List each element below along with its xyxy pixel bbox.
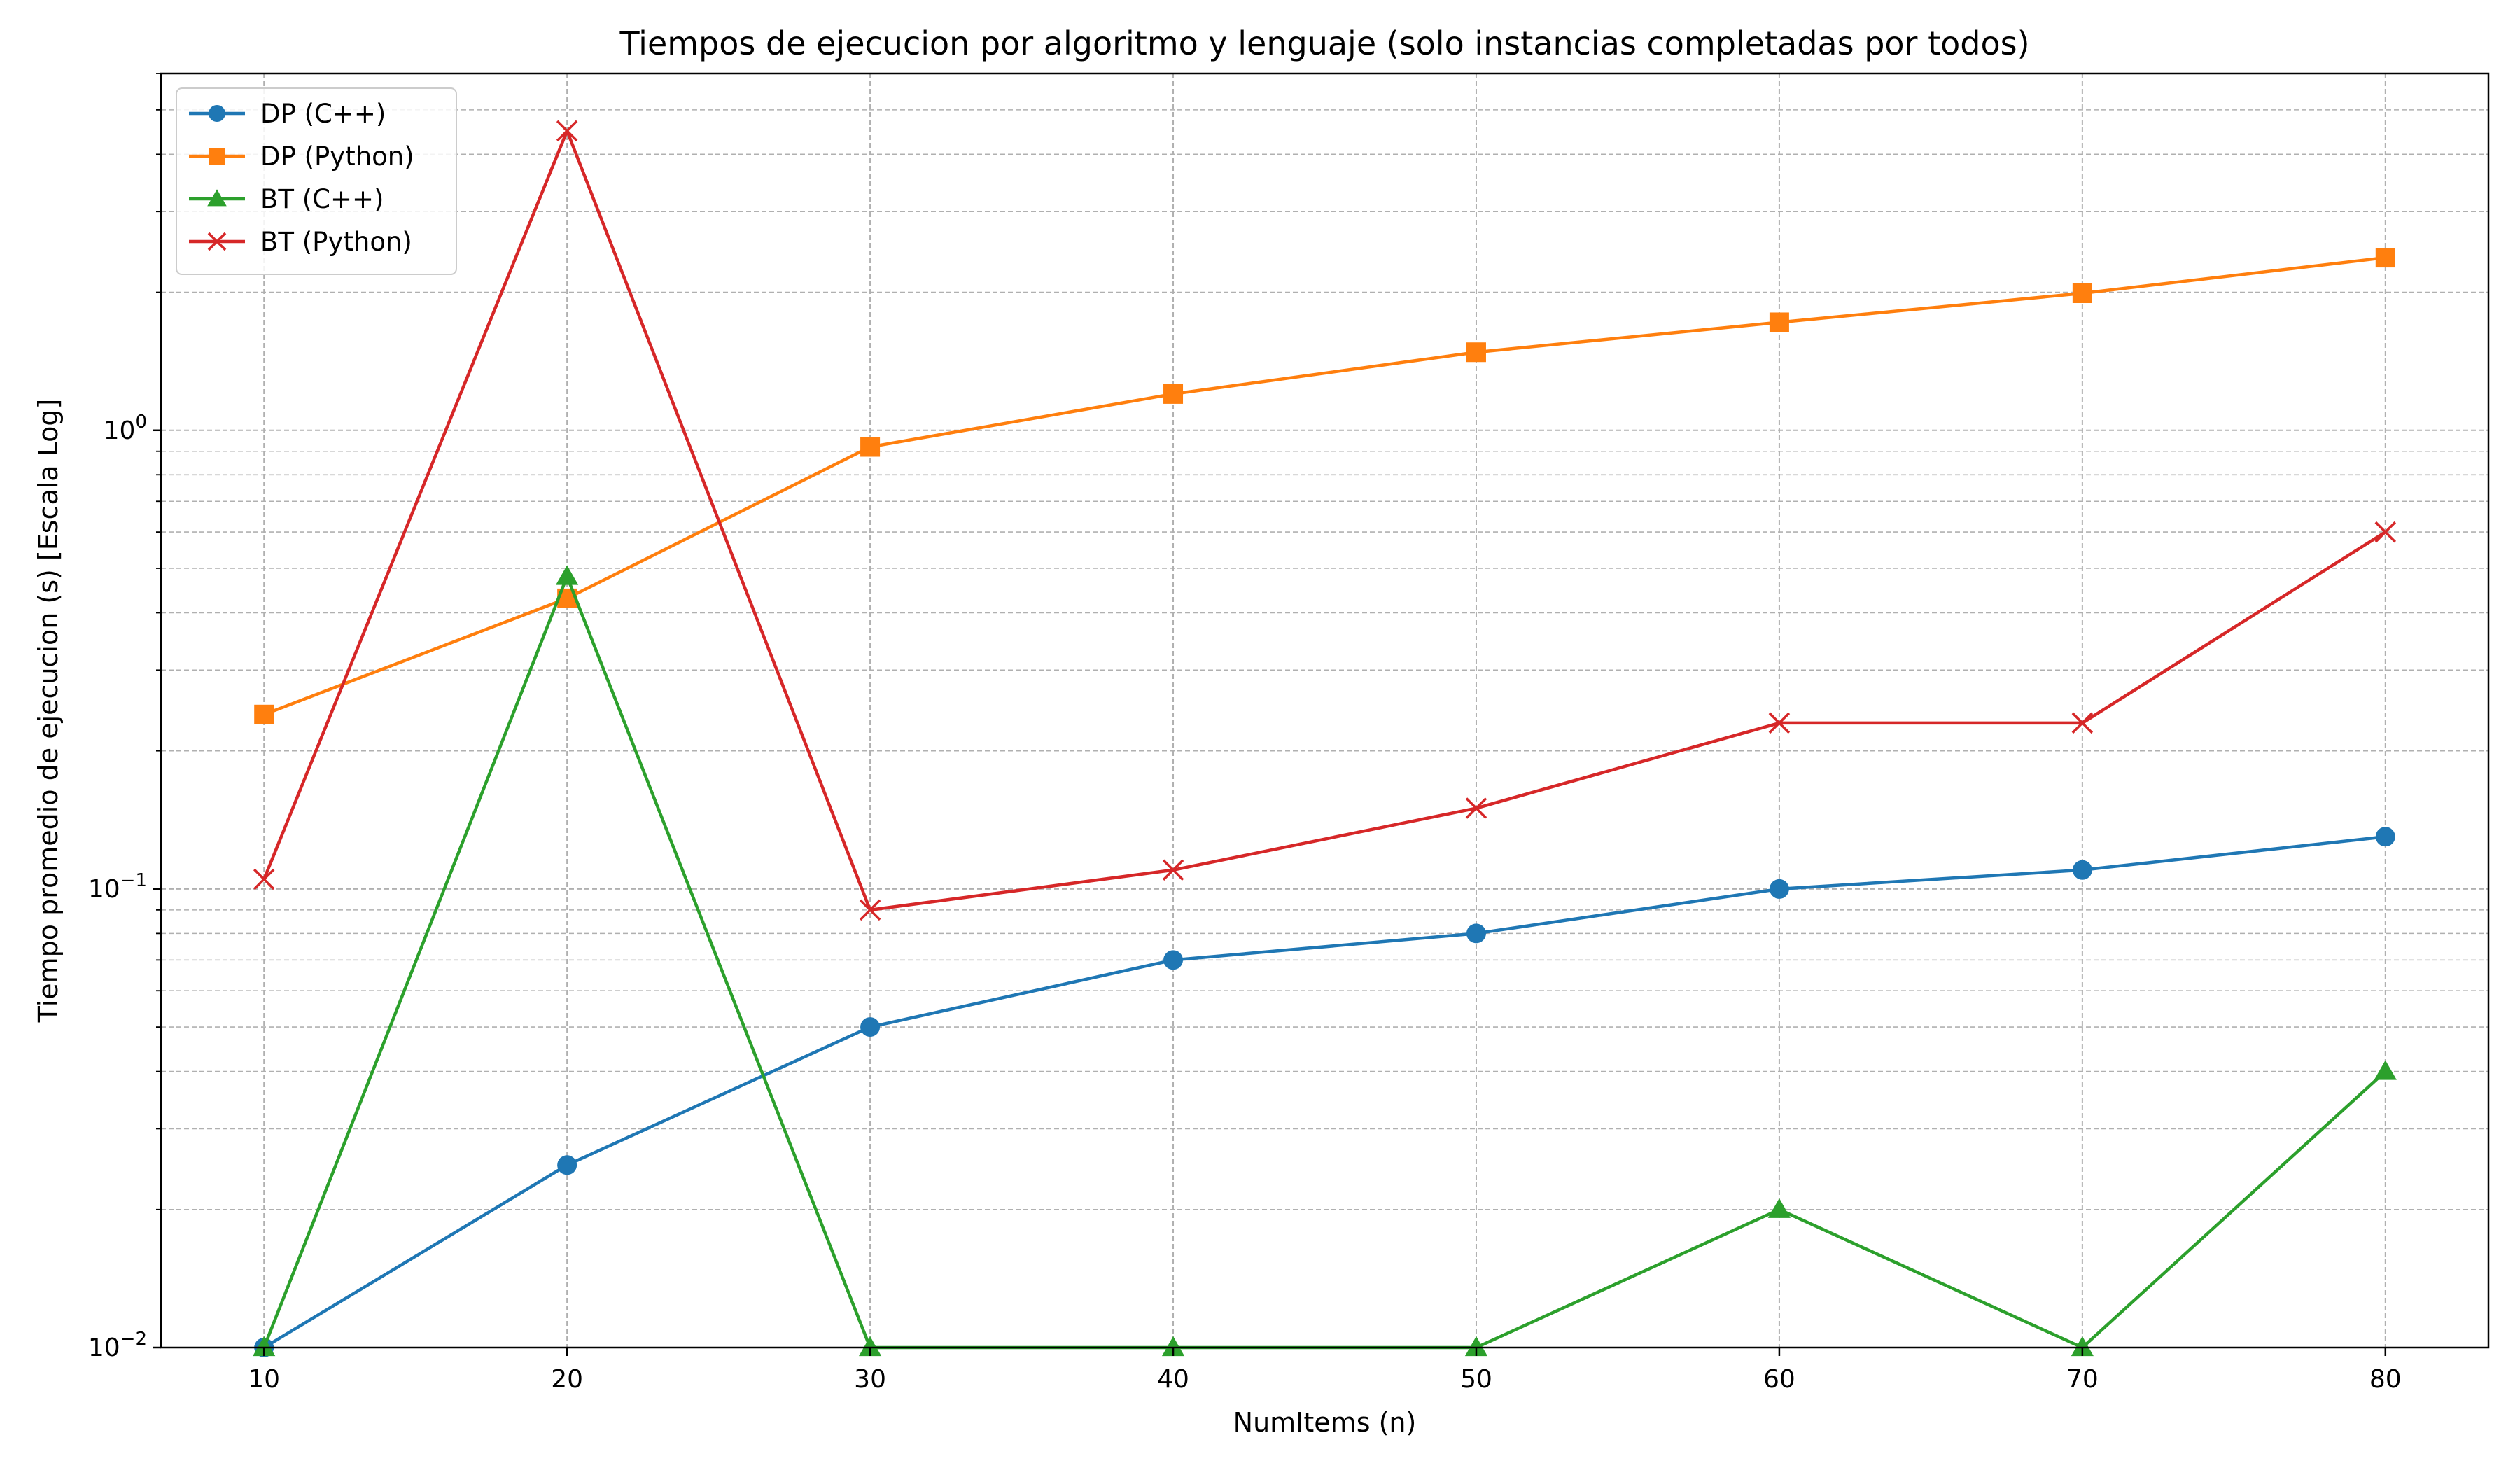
x-marker-stroke <box>253 868 275 890</box>
data-point <box>1163 950 1184 970</box>
data-point <box>2374 1060 2397 1080</box>
data-point <box>858 1336 882 1357</box>
legend-marker <box>207 232 227 251</box>
series-line <box>263 255 2386 716</box>
legend-marker <box>209 105 225 122</box>
y-tick-base: 10 <box>88 875 120 904</box>
x-axis-label: NumItems (n) <box>1233 1407 1417 1438</box>
legend-box <box>176 88 457 275</box>
legend-item: DP (Python) <box>189 141 414 172</box>
data-point <box>1466 342 1486 363</box>
x-tick-label: 50 <box>1460 1365 1492 1394</box>
data-point <box>254 704 274 724</box>
legend-marker <box>207 189 227 206</box>
x-tick-label: 40 <box>1157 1365 1189 1394</box>
data-point <box>2374 521 2397 543</box>
legend-marker <box>209 148 225 164</box>
data-point <box>2071 1336 2094 1357</box>
x-marker-stroke <box>2071 712 2094 734</box>
data-point <box>1162 859 1184 881</box>
legend-label: DP (Python) <box>260 141 414 172</box>
series-dp-c <box>254 827 2395 1357</box>
data-point <box>1465 797 1488 819</box>
chart-title: Tiempos de ejecucion por algoritmo y len… <box>619 24 2029 62</box>
y-tick-base: 10 <box>88 1334 120 1362</box>
x-marker-stroke <box>1162 859 1184 881</box>
data-point <box>860 437 881 457</box>
y-tick-label: 10−1 <box>88 870 147 904</box>
data-point <box>2071 712 2094 734</box>
legend-item: BT (C++) <box>189 184 384 214</box>
series-dp-python <box>254 248 2395 724</box>
x-marker-stroke <box>1768 712 1791 734</box>
series-layer <box>253 120 2397 1357</box>
data-point <box>556 565 579 585</box>
legend-item: BT (Python) <box>189 227 412 257</box>
y-tick-exponent: −1 <box>120 870 147 891</box>
x-tick-label: 60 <box>1763 1365 1795 1394</box>
grid <box>161 73 2488 1348</box>
data-point <box>2375 248 2395 268</box>
series-line <box>262 129 2386 912</box>
x-marker-stroke <box>1465 797 1488 819</box>
data-point <box>1464 1336 1488 1357</box>
data-point <box>253 868 275 890</box>
legend-label: DP (C++) <box>260 99 386 129</box>
data-point <box>2375 827 2395 847</box>
data-point <box>1161 1336 1185 1357</box>
y-tick-exponent: −2 <box>120 1329 147 1350</box>
data-point <box>1769 878 1789 899</box>
y-axis-label: Tiempo promedio de ejecucion (s) [Escala… <box>33 399 64 1023</box>
series-bt-c <box>253 565 2397 1357</box>
data-point <box>557 1155 578 1175</box>
data-point <box>253 1336 276 1357</box>
x-tick-label: 20 <box>551 1365 583 1394</box>
series-line <box>262 575 2387 1350</box>
data-point <box>1769 312 1789 332</box>
data-point <box>1768 712 1791 734</box>
y-tick-exponent: 0 <box>135 412 147 433</box>
y-tick-label: 10−2 <box>88 1329 147 1362</box>
x-marker-stroke <box>207 232 227 251</box>
plot-frame <box>160 72 2490 1349</box>
x-tick-label: 80 <box>2370 1365 2402 1394</box>
legend-label: BT (Python) <box>260 227 412 257</box>
x-tick-label: 70 <box>2066 1365 2099 1394</box>
data-point <box>1466 923 1486 944</box>
x-marker-stroke <box>2374 521 2397 543</box>
data-point <box>1768 1198 1791 1218</box>
data-point <box>556 120 578 142</box>
x-marker-stroke <box>859 899 881 921</box>
data-point <box>2072 283 2092 303</box>
x-tick-label: 30 <box>854 1365 886 1394</box>
series-line <box>263 835 2386 1349</box>
y-tick-label: 100 <box>104 412 147 445</box>
series-bt-python <box>253 120 2397 921</box>
data-point <box>1163 384 1184 404</box>
x-marker-stroke <box>556 120 578 142</box>
data-point <box>859 899 881 921</box>
legend-label: BT (C++) <box>260 184 384 214</box>
x-tick-label: 10 <box>248 1365 280 1394</box>
legend-item: DP (C++) <box>189 99 386 129</box>
y-tick-base: 10 <box>104 416 136 445</box>
data-point <box>860 1017 881 1037</box>
data-point <box>2072 860 2092 880</box>
legend: DP (C++) DP (Python) BT (C++) BT (Python) <box>176 88 457 275</box>
